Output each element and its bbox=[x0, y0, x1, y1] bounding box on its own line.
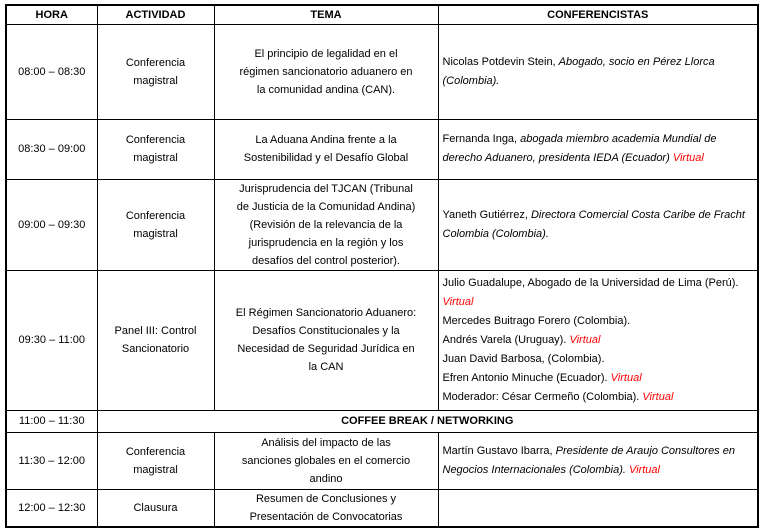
actividad-cell: Panel III: Control Sancionatorio bbox=[96, 269, 215, 411]
speaker-text: Moderador: César Cermeño (Colombia). bbox=[442, 390, 643, 403]
break-row: 11:00 – 11:30 COFFEE BREAK / NETWORKING bbox=[5, 409, 759, 433]
speaker-line: Andrés Varela (Uruguay). Virtual bbox=[443, 331, 754, 350]
speaker-line: Martín Gustavo Ibarra, Presidente de Ara… bbox=[443, 442, 754, 480]
speaker-line: Juan David Barbosa, (Colombia). bbox=[443, 350, 754, 369]
conferencistas-cell: Martín Gustavo Ibarra, Presidente de Ara… bbox=[437, 431, 759, 490]
speaker-line: Yaneth Gutiérrez, Directora Comercial Co… bbox=[443, 206, 754, 244]
speaker-text: Presidente de Araujo Consultores en Nego… bbox=[442, 444, 735, 476]
hora-cell: 12:00 – 12:30 bbox=[5, 488, 98, 527]
speaker-text: Efren Antonio Minuche (Ecuador). bbox=[442, 371, 611, 384]
hora-cell: 09:00 – 09:30 bbox=[5, 178, 98, 271]
virtual-badge: Virtual bbox=[442, 295, 474, 308]
tema-cell: Resumen de Conclusiones y Presentación d… bbox=[213, 488, 439, 527]
session-row: 12:00 – 12:30 Clausura Resumen de Conclusi… bbox=[5, 488, 759, 527]
tema-cell: El principio de legalidad en el régimen … bbox=[213, 23, 439, 120]
hora-cell: 08:00 – 08:30 bbox=[5, 23, 98, 120]
hora-cell: 09:30 – 11:00 bbox=[5, 269, 98, 411]
speaker-text: Julio Guadalupe, Abogado de la Universid… bbox=[442, 276, 739, 289]
speaker-text: Yaneth Gutiérrez, bbox=[442, 208, 531, 221]
speaker-text: Andrés Varela (Uruguay). bbox=[442, 333, 570, 346]
col-header-tema: TEMA bbox=[213, 4, 439, 25]
virtual-badge: Virtual bbox=[672, 152, 704, 164]
actividad-cell: Conferencia magistral bbox=[96, 431, 215, 490]
speaker-line: Julio Guadalupe, Abogado de la Universid… bbox=[443, 274, 754, 312]
speaker-text: Juan David Barbosa, (Colombia). bbox=[442, 352, 605, 365]
tema-cell: El Régimen Sancionatorio Aduanero: Desaf… bbox=[213, 269, 439, 411]
conference-schedule-table: HORA ACTIVIDAD TEMA CONFERENCISTAS 08:00… bbox=[5, 4, 759, 528]
speaker-text: abogada miembro academia Mundial de dere… bbox=[442, 133, 717, 164]
col-header-conferencistas: CONFERENCISTAS bbox=[437, 4, 759, 25]
virtual-badge: Virtual bbox=[569, 333, 601, 346]
conferencistas-cell: Fernanda Inga, abogada miembro academia … bbox=[437, 118, 759, 180]
hora-cell: 11:00 – 11:30 bbox=[5, 409, 98, 433]
col-header-hora: HORA bbox=[5, 4, 98, 25]
virtual-badge: Virtual bbox=[642, 390, 674, 403]
actividad-cell: Conferencia magistral bbox=[96, 178, 215, 271]
header-row: HORA ACTIVIDAD TEMA CONFERENCISTAS bbox=[5, 4, 759, 25]
actividad-cell: Conferencia magistral bbox=[96, 118, 215, 180]
table-body: 08:00 – 08:30 Conferencia magistral El pri… bbox=[5, 23, 759, 527]
session-row: 11:30 – 12:00 Conferencia magistral Anális… bbox=[5, 431, 759, 490]
session-row: 09:30 – 11:00 Panel III: Control Sanciona… bbox=[5, 269, 759, 411]
speaker-text: Mercedes Buitrago Forero (Colombia). bbox=[442, 314, 631, 327]
table-header: HORA ACTIVIDAD TEMA CONFERENCISTAS bbox=[5, 4, 759, 25]
speaker-line: Mercedes Buitrago Forero (Colombia). bbox=[443, 312, 754, 331]
speaker-line: Efren Antonio Minuche (Ecuador). Virtual bbox=[443, 369, 754, 388]
conferencistas-cell: Yaneth Gutiérrez, Directora Comercial Co… bbox=[437, 178, 759, 271]
conferencistas-cell: Julio Guadalupe, Abogado de la Universid… bbox=[437, 269, 759, 411]
session-row: 08:00 – 08:30 Conferencia magistral El pri… bbox=[5, 23, 759, 120]
speaker-text: Abogado, socio en Pérez Llorca (Colombia… bbox=[442, 55, 715, 87]
conferencistas-cell: Nicolas Potdevin Stein, Abogado, socio e… bbox=[437, 23, 759, 120]
speaker-text: Fernanda Inga, bbox=[442, 133, 521, 145]
speaker-line: Fernanda Inga, abogada miembro academia … bbox=[443, 130, 754, 168]
speaker-line: Nicolas Potdevin Stein, Abogado, socio e… bbox=[443, 53, 754, 91]
tema-cell: Jurisprudencia del TJCAN (Tribunal de Ju… bbox=[213, 178, 439, 271]
hora-cell: 08:30 – 09:00 bbox=[5, 118, 98, 180]
speaker-text: Nicolas Potdevin Stein, bbox=[442, 55, 559, 68]
actividad-cell: Clausura bbox=[96, 488, 215, 527]
actividad-cell: Conferencia magistral bbox=[96, 23, 215, 120]
conferencistas-cell bbox=[437, 488, 759, 527]
virtual-badge: Virtual bbox=[628, 463, 660, 476]
hora-cell: 11:30 – 12:00 bbox=[5, 431, 98, 490]
tema-cell: La Aduana Andina frente a la Sostenibili… bbox=[213, 118, 439, 180]
speaker-text: Directora Comercial Costa Caribe de Frac… bbox=[442, 208, 745, 240]
speaker-text: Martín Gustavo Ibarra, bbox=[442, 444, 556, 457]
col-header-actividad: ACTIVIDAD bbox=[96, 4, 215, 25]
tema-cell: Análisis del impacto de las sanciones gl… bbox=[213, 431, 439, 490]
session-row: 09:00 – 09:30 Conferencia magistral Jurisp… bbox=[5, 178, 759, 271]
speaker-line: Moderador: César Cermeño (Colombia). Vir… bbox=[443, 388, 754, 407]
coffee-break-cell: COFFEE BREAK / NETWORKING bbox=[96, 409, 759, 433]
virtual-badge: Virtual bbox=[610, 371, 642, 384]
session-row: 08:30 – 09:00 Conferencia magistral La Adu… bbox=[5, 118, 759, 180]
